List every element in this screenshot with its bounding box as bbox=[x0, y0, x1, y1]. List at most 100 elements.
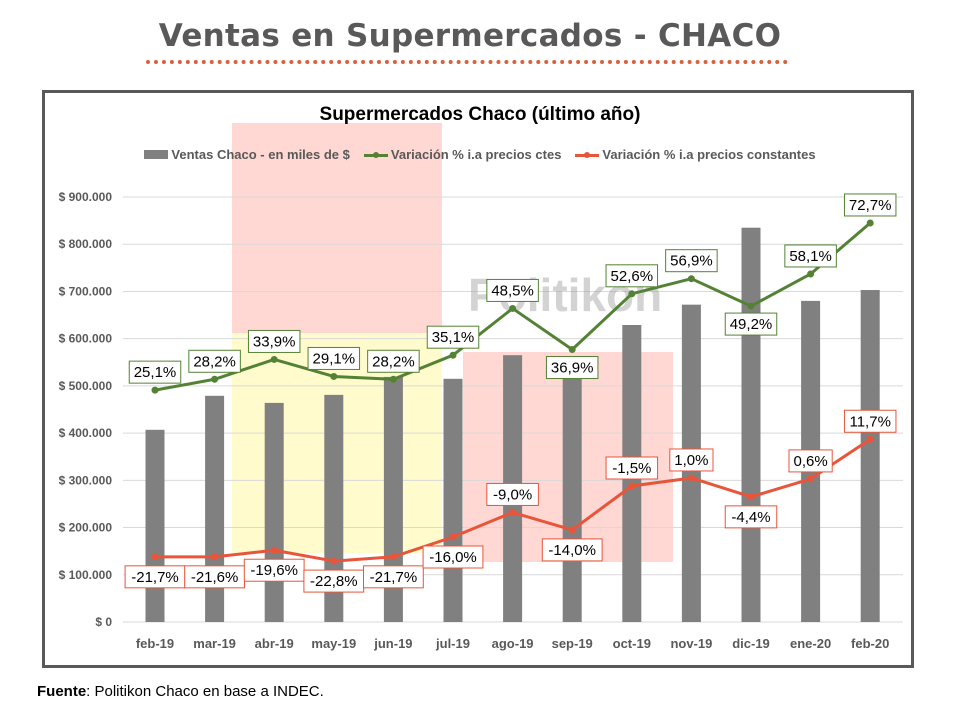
data-label: 58,1% bbox=[789, 248, 832, 265]
data-label-box bbox=[363, 565, 424, 589]
data-label-box bbox=[784, 244, 837, 268]
data-label: 11,7% bbox=[849, 413, 890, 430]
x-tick-label: dic-19 bbox=[732, 636, 770, 651]
data-label-box bbox=[724, 312, 778, 336]
data-label-box bbox=[665, 249, 718, 273]
line-marker bbox=[568, 526, 576, 534]
y-tick-label: $ 800.000 bbox=[59, 237, 113, 251]
line-marker bbox=[389, 375, 397, 383]
x-tick-label: ene-20 bbox=[790, 636, 831, 651]
line-marker bbox=[628, 290, 636, 298]
x-tick-label: ago-19 bbox=[492, 636, 534, 651]
bar bbox=[264, 402, 284, 622]
y-tick-label: $ 300.000 bbox=[59, 473, 113, 487]
line-marker bbox=[866, 219, 874, 227]
data-label-box bbox=[307, 346, 361, 370]
x-tick-label: jul-19 bbox=[435, 636, 470, 651]
line-marker bbox=[747, 302, 755, 310]
data-label: 56,9% bbox=[670, 253, 713, 270]
line-marker bbox=[211, 375, 219, 383]
line-series bbox=[151, 219, 874, 565]
data-label-box bbox=[367, 349, 420, 373]
data-label: -22,8% bbox=[310, 573, 358, 590]
bar bbox=[741, 227, 761, 622]
data-label: -21,7% bbox=[370, 569, 418, 586]
x-tick-label: abr-19 bbox=[255, 636, 294, 651]
y-tick-label: $ 900.000 bbox=[59, 190, 113, 204]
data-label-box bbox=[128, 360, 182, 384]
data-label-box bbox=[422, 545, 484, 569]
data-label: -21,7% bbox=[131, 569, 179, 586]
x-tick-label: nov-19 bbox=[670, 636, 712, 651]
red-line-swatch-icon bbox=[575, 150, 600, 160]
legend-label: Ventas Chaco - en miles de $ bbox=[171, 147, 350, 162]
bar bbox=[860, 290, 880, 622]
data-label: 29,1% bbox=[313, 350, 356, 367]
legend-item-ventas: Ventas Chaco - en miles de $ bbox=[144, 147, 350, 162]
data-labels: 25,1% 28,2% 33,9% 29,1% 28,2% 35,1% 48,5% 36,9%… bbox=[124, 193, 897, 593]
data-label: -1,5% bbox=[612, 460, 651, 477]
line-marker bbox=[389, 553, 397, 561]
data-label: 1,0% bbox=[674, 452, 708, 469]
data-label-box bbox=[605, 456, 659, 480]
data-label: 28,2% bbox=[193, 353, 236, 370]
bar bbox=[562, 378, 582, 622]
data-label-box bbox=[486, 482, 539, 506]
line-marker bbox=[747, 493, 755, 501]
legend-item-precios-ctes: Variación % i.a precios ctes bbox=[363, 147, 561, 162]
x-tick-label: feb-20 bbox=[851, 636, 889, 651]
line-marker bbox=[866, 435, 874, 443]
title-underline bbox=[146, 60, 788, 64]
data-label-box bbox=[426, 325, 480, 349]
data-label-box bbox=[843, 409, 897, 433]
data-label-box bbox=[541, 538, 603, 562]
source-text: : Politikon Chaco en base a INDEC. bbox=[86, 683, 324, 700]
data-label: 33,9% bbox=[253, 333, 296, 350]
data-label: 36,9% bbox=[551, 360, 594, 377]
line-marker bbox=[449, 533, 457, 541]
bar bbox=[145, 429, 165, 622]
page-title: Ventas en Supermercados - CHACO bbox=[158, 18, 782, 54]
y-tick-label: $ 100.000 bbox=[59, 568, 113, 582]
x-tick-label: jun-19 bbox=[373, 636, 412, 651]
data-label-box bbox=[188, 349, 241, 373]
data-label-box bbox=[605, 264, 659, 288]
legend: Ventas Chaco - en miles de $ Variación %… bbox=[0, 147, 960, 162]
line-marker bbox=[270, 355, 278, 363]
y-tick-label: $ 700.000 bbox=[59, 284, 113, 298]
x-tick-label: may-19 bbox=[311, 636, 356, 651]
data-label-box bbox=[788, 449, 833, 473]
x-tick-label: feb-19 bbox=[136, 636, 174, 651]
source-note: Fuente: Politikon Chaco en base a INDEC. bbox=[37, 683, 324, 700]
x-tick-label: oct-19 bbox=[613, 636, 651, 651]
line-marker bbox=[211, 553, 219, 561]
line-marker bbox=[568, 346, 576, 354]
data-label-box bbox=[486, 278, 539, 302]
data-label-box bbox=[669, 448, 714, 472]
data-label: -14,0% bbox=[548, 542, 596, 559]
data-label-box bbox=[247, 329, 301, 353]
data-label: 49,2% bbox=[730, 316, 773, 333]
chart-title: Supermercados Chaco (último año) bbox=[319, 104, 641, 125]
data-label: -9,0% bbox=[493, 486, 532, 503]
line-marker bbox=[687, 474, 695, 482]
y-tick-label: $ 600.000 bbox=[59, 332, 113, 346]
y-tick-label: $ 500.000 bbox=[59, 379, 113, 393]
line-marker bbox=[330, 372, 338, 380]
data-label: 52,6% bbox=[611, 268, 654, 285]
bar bbox=[324, 394, 344, 622]
line-marker bbox=[509, 304, 517, 312]
data-label-box bbox=[545, 356, 599, 380]
data-label-box bbox=[724, 505, 778, 529]
y-tick-label: $ 0 bbox=[95, 615, 112, 629]
highlight-region bbox=[232, 123, 442, 333]
y-tick-label: $ 400.000 bbox=[59, 426, 113, 440]
data-label: -21,6% bbox=[191, 569, 239, 586]
line-marker bbox=[330, 557, 338, 565]
data-label: -16,0% bbox=[429, 549, 477, 566]
x-tick-label: mar-19 bbox=[193, 636, 236, 651]
data-label: 35,1% bbox=[432, 329, 475, 346]
bar-swatch-icon bbox=[144, 150, 169, 159]
data-label: -19,6% bbox=[250, 562, 298, 579]
